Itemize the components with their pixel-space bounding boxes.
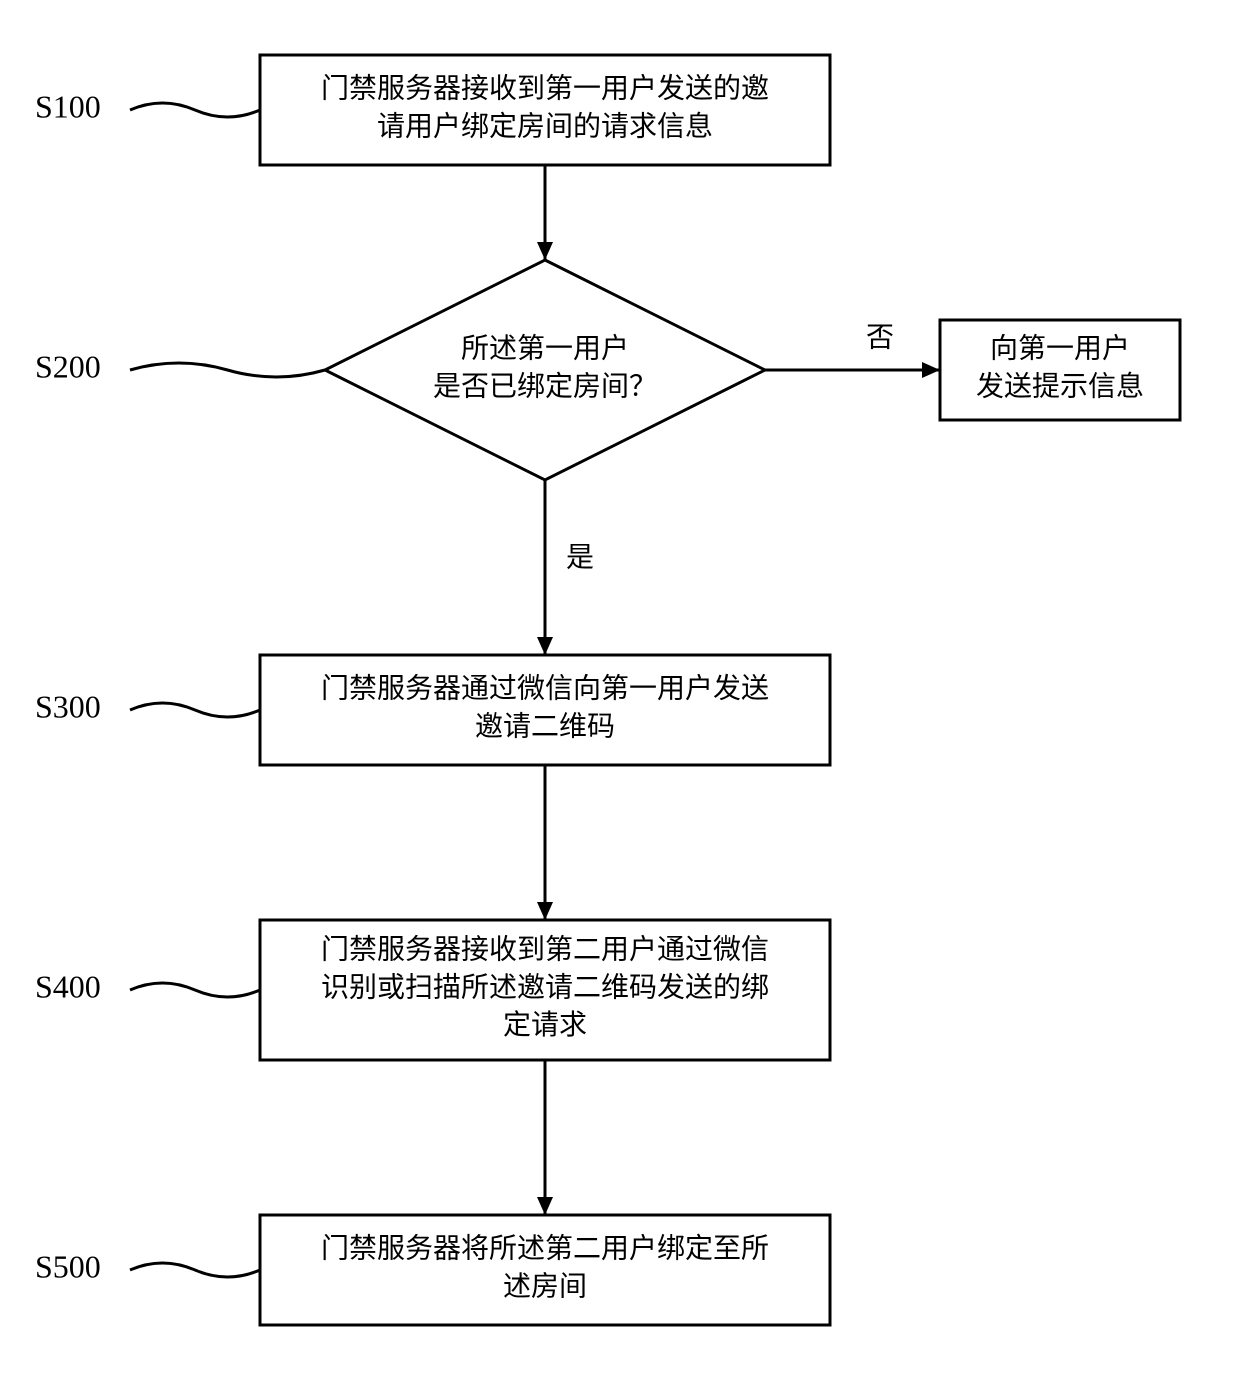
step-label-s400: S400 (35, 968, 101, 1004)
svg-text:门禁服务器将所述第二用户绑定至所: 门禁服务器将所述第二用户绑定至所 (321, 1233, 769, 1265)
svg-text:门禁服务器接收到第二用户通过微信: 门禁服务器接收到第二用户通过微信 (321, 934, 769, 966)
svg-text:请用户绑定房间的请求信息: 请用户绑定房间的请求信息 (377, 110, 713, 142)
svg-text:是否已绑定房间？: 是否已绑定房间？ (433, 370, 657, 402)
svg-text:述房间: 述房间 (503, 1270, 587, 1302)
svg-text:向第一用户: 向第一用户 (990, 333, 1130, 365)
svg-text:所述第一用户: 所述第一用户 (461, 333, 629, 365)
edge-label-1: 是 (566, 542, 594, 573)
step-label-s500: S500 (35, 1248, 101, 1284)
edge-label-2: 否 (866, 322, 894, 353)
svg-text:发送提示信息: 发送提示信息 (976, 370, 1144, 402)
step-label-s200: S200 (35, 348, 101, 384)
svg-text:门禁服务器通过微信向第一用户发送: 门禁服务器通过微信向第一用户发送 (321, 673, 769, 705)
svg-text:定请求: 定请求 (503, 1009, 587, 1041)
step-label-s300: S300 (35, 688, 101, 724)
svg-text:识别或扫描所述邀请二维码发送的绑: 识别或扫描所述邀请二维码发送的绑 (321, 971, 769, 1003)
step-label-s100: S100 (35, 88, 101, 124)
svg-text:门禁服务器接收到第一用户发送的邀: 门禁服务器接收到第一用户发送的邀 (321, 73, 769, 105)
svg-text:邀请二维码: 邀请二维码 (475, 710, 615, 742)
